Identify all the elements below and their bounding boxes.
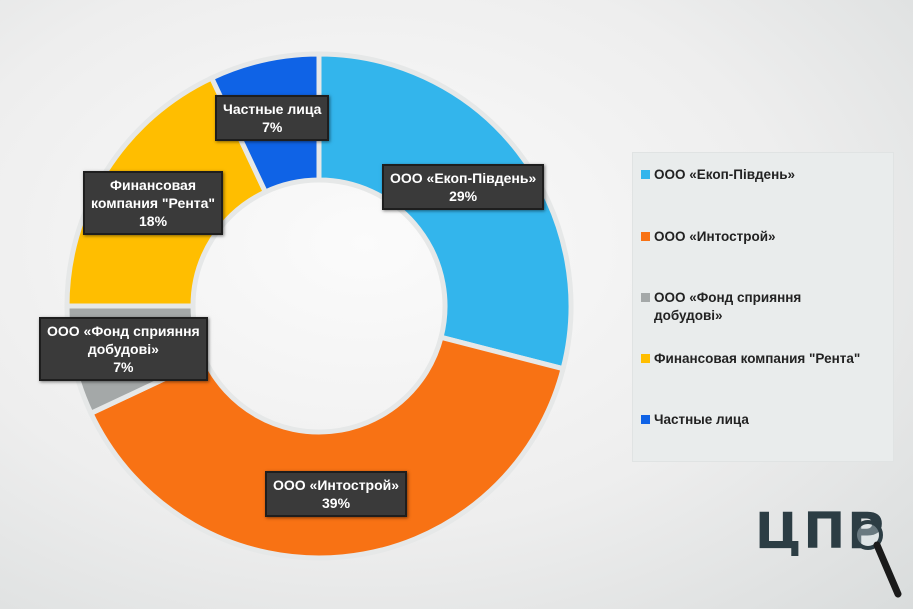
cpr-logo: ЦПР	[755, 502, 905, 602]
legend-item-renta: Финансовая компания "Рента"	[641, 350, 891, 368]
legend-item-fond: ООО «Фонд сприяння добудові»	[641, 289, 841, 325]
slice-intostroy	[87, 334, 567, 561]
logo-text: ЦПР	[755, 502, 886, 560]
chart-legend: ООО «Екоп-Південь» ООО «Интострой» ООО «…	[632, 152, 894, 462]
legend-swatch	[641, 415, 650, 424]
legend-label: Частные лица	[654, 412, 749, 427]
legend-item-chastnye: Частные лица	[641, 411, 891, 429]
legend-label: ООО «Фонд сприяння добудові»	[654, 290, 802, 323]
legend-label: ООО «Интострой»	[654, 229, 776, 244]
legend-swatch	[641, 170, 650, 179]
legend-swatch	[641, 293, 650, 302]
legend-swatch	[641, 354, 650, 363]
data-label-chastnye: Частные лица 7%	[215, 95, 330, 141]
data-label-ekop: ООО «Екоп-Південь» 29%	[382, 164, 545, 210]
legend-swatch	[641, 232, 650, 241]
legend-label: ООО «Екоп-Південь»	[654, 167, 796, 182]
legend-item-intostroy: ООО «Интострой»	[641, 228, 891, 246]
slice-ekop	[316, 51, 574, 372]
data-label-intostroy: ООО «Интострой» 39%	[265, 471, 408, 517]
legend-item-ekop: ООО «Екоп-Південь»	[641, 166, 891, 184]
legend-label: Финансовая компания "Рента"	[654, 351, 861, 366]
data-label-fond: ООО «Фонд сприяння добудові» 7%	[39, 317, 208, 381]
magnifier-icon	[853, 520, 902, 598]
data-label-renta: Финансовая компания "Рента" 18%	[83, 171, 224, 235]
